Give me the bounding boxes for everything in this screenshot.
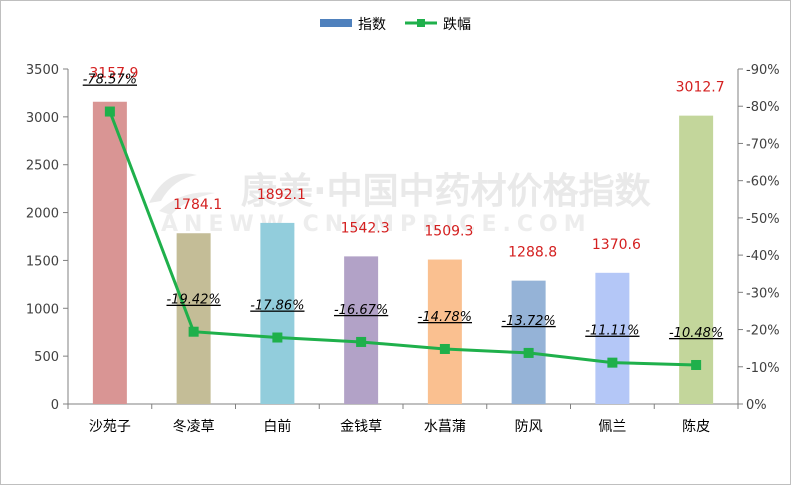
line-marker-8 bbox=[691, 359, 702, 370]
line-marker-1 bbox=[104, 106, 115, 117]
bar-7 bbox=[595, 272, 630, 404]
y-left-tick-label: 2000 bbox=[26, 207, 59, 222]
line-value-label: -78.57% bbox=[83, 73, 137, 88]
y-left-tick-label: 2500 bbox=[26, 159, 59, 174]
bar-1 bbox=[92, 101, 127, 404]
bar-2 bbox=[176, 233, 211, 404]
y-right-tick-label: -10% bbox=[746, 361, 780, 376]
y-left-tick-label: 0 bbox=[51, 398, 59, 413]
watermark: 康美·中国中药材价格指数 ANEWW.CNKMPRICE.COM bbox=[149, 170, 651, 237]
y-right-tick-label: -80% bbox=[746, 100, 780, 115]
line-marker-6 bbox=[523, 347, 534, 358]
y-left-tick-label: 500 bbox=[34, 350, 59, 365]
bar-5 bbox=[427, 259, 462, 404]
watermark-url: ANEWW.CNKMPRICE.COM bbox=[161, 212, 592, 237]
y-right-tick-label: -20% bbox=[746, 324, 780, 339]
legend-bar-label: 指数 bbox=[358, 17, 386, 33]
bar-value-label: 1288.8 bbox=[508, 245, 557, 261]
legend-bar-swatch bbox=[320, 19, 352, 27]
x-tick-label: 防风 bbox=[515, 419, 543, 435]
y-right-tick-label: 0% bbox=[746, 398, 767, 413]
y-right-tick-label: -40% bbox=[746, 249, 780, 264]
bar-value-label: 1370.6 bbox=[592, 237, 641, 253]
decline-line bbox=[104, 106, 702, 370]
x-tick-label: 冬凌草 bbox=[173, 419, 215, 435]
bar-6 bbox=[511, 280, 546, 404]
line-value-label: -17.86% bbox=[250, 299, 304, 314]
bar-3 bbox=[260, 222, 295, 404]
y-left-tick-label: 3500 bbox=[26, 63, 59, 78]
y-right-tick-label: -50% bbox=[746, 212, 780, 227]
line-value-label: -10.48% bbox=[669, 326, 723, 341]
x-tick-label: 金钱草 bbox=[340, 419, 382, 435]
line-marker-2 bbox=[188, 326, 199, 337]
bar-value-label: 3012.7 bbox=[676, 80, 725, 96]
watermark-title: 康美·中国中药材价格指数 bbox=[241, 170, 651, 212]
x-tick-label: 水菖蒲 bbox=[424, 419, 466, 435]
line-marker-4 bbox=[356, 336, 367, 347]
bar-value-label: 1892.1 bbox=[257, 187, 306, 203]
y-left-tick-label: 1500 bbox=[26, 254, 59, 269]
legend-line-marker bbox=[417, 19, 425, 27]
bar-4 bbox=[344, 256, 379, 404]
legend: 指数 跌幅 bbox=[320, 17, 471, 33]
y-left-tick-label: 1000 bbox=[26, 302, 59, 317]
y-right-tick-label: -90% bbox=[746, 63, 780, 78]
line-value-label: -19.42% bbox=[166, 293, 220, 308]
watermark-logo bbox=[149, 173, 215, 215]
line-value-label: -16.67% bbox=[334, 303, 388, 318]
y-right-tick-label: -70% bbox=[746, 137, 780, 152]
line-marker-5 bbox=[439, 343, 450, 354]
line-value-label: -14.78% bbox=[418, 310, 472, 325]
bar-value-label: 1509.3 bbox=[424, 224, 473, 240]
decline-line-path bbox=[108, 111, 697, 367]
line-marker-3 bbox=[272, 332, 283, 343]
line-value-label: -13.72% bbox=[501, 314, 555, 329]
legend-line-label: 跌幅 bbox=[443, 17, 471, 33]
bar-8 bbox=[679, 115, 714, 404]
x-tick-label: 沙苑子 bbox=[89, 419, 131, 435]
line-value-label: -11.11% bbox=[585, 324, 639, 339]
bars bbox=[92, 101, 714, 404]
data-labels: 3157.9 1784.1 1892.1 1542.3 1509.3 1288.8 1370… bbox=[83, 66, 725, 341]
y-left-tick-label: 3000 bbox=[26, 111, 59, 126]
y-right-tick-label: -60% bbox=[746, 175, 780, 190]
bar-value-label: 3157.9 bbox=[89, 66, 138, 82]
x-tick-label: 陈皮 bbox=[682, 418, 710, 435]
line-marker-7 bbox=[607, 357, 618, 368]
x-tick-label: 佩兰 bbox=[598, 419, 626, 435]
x-tick-label: 白前 bbox=[263, 418, 291, 435]
bar-value-label: 1784.1 bbox=[173, 197, 222, 213]
bar-value-label: 1542.3 bbox=[341, 220, 390, 236]
y-right-tick-label: -30% bbox=[746, 286, 780, 301]
axes: 0 500 1000 1500 2000 2500 3000 3500 0% -10% -20% -3… bbox=[26, 63, 780, 435]
